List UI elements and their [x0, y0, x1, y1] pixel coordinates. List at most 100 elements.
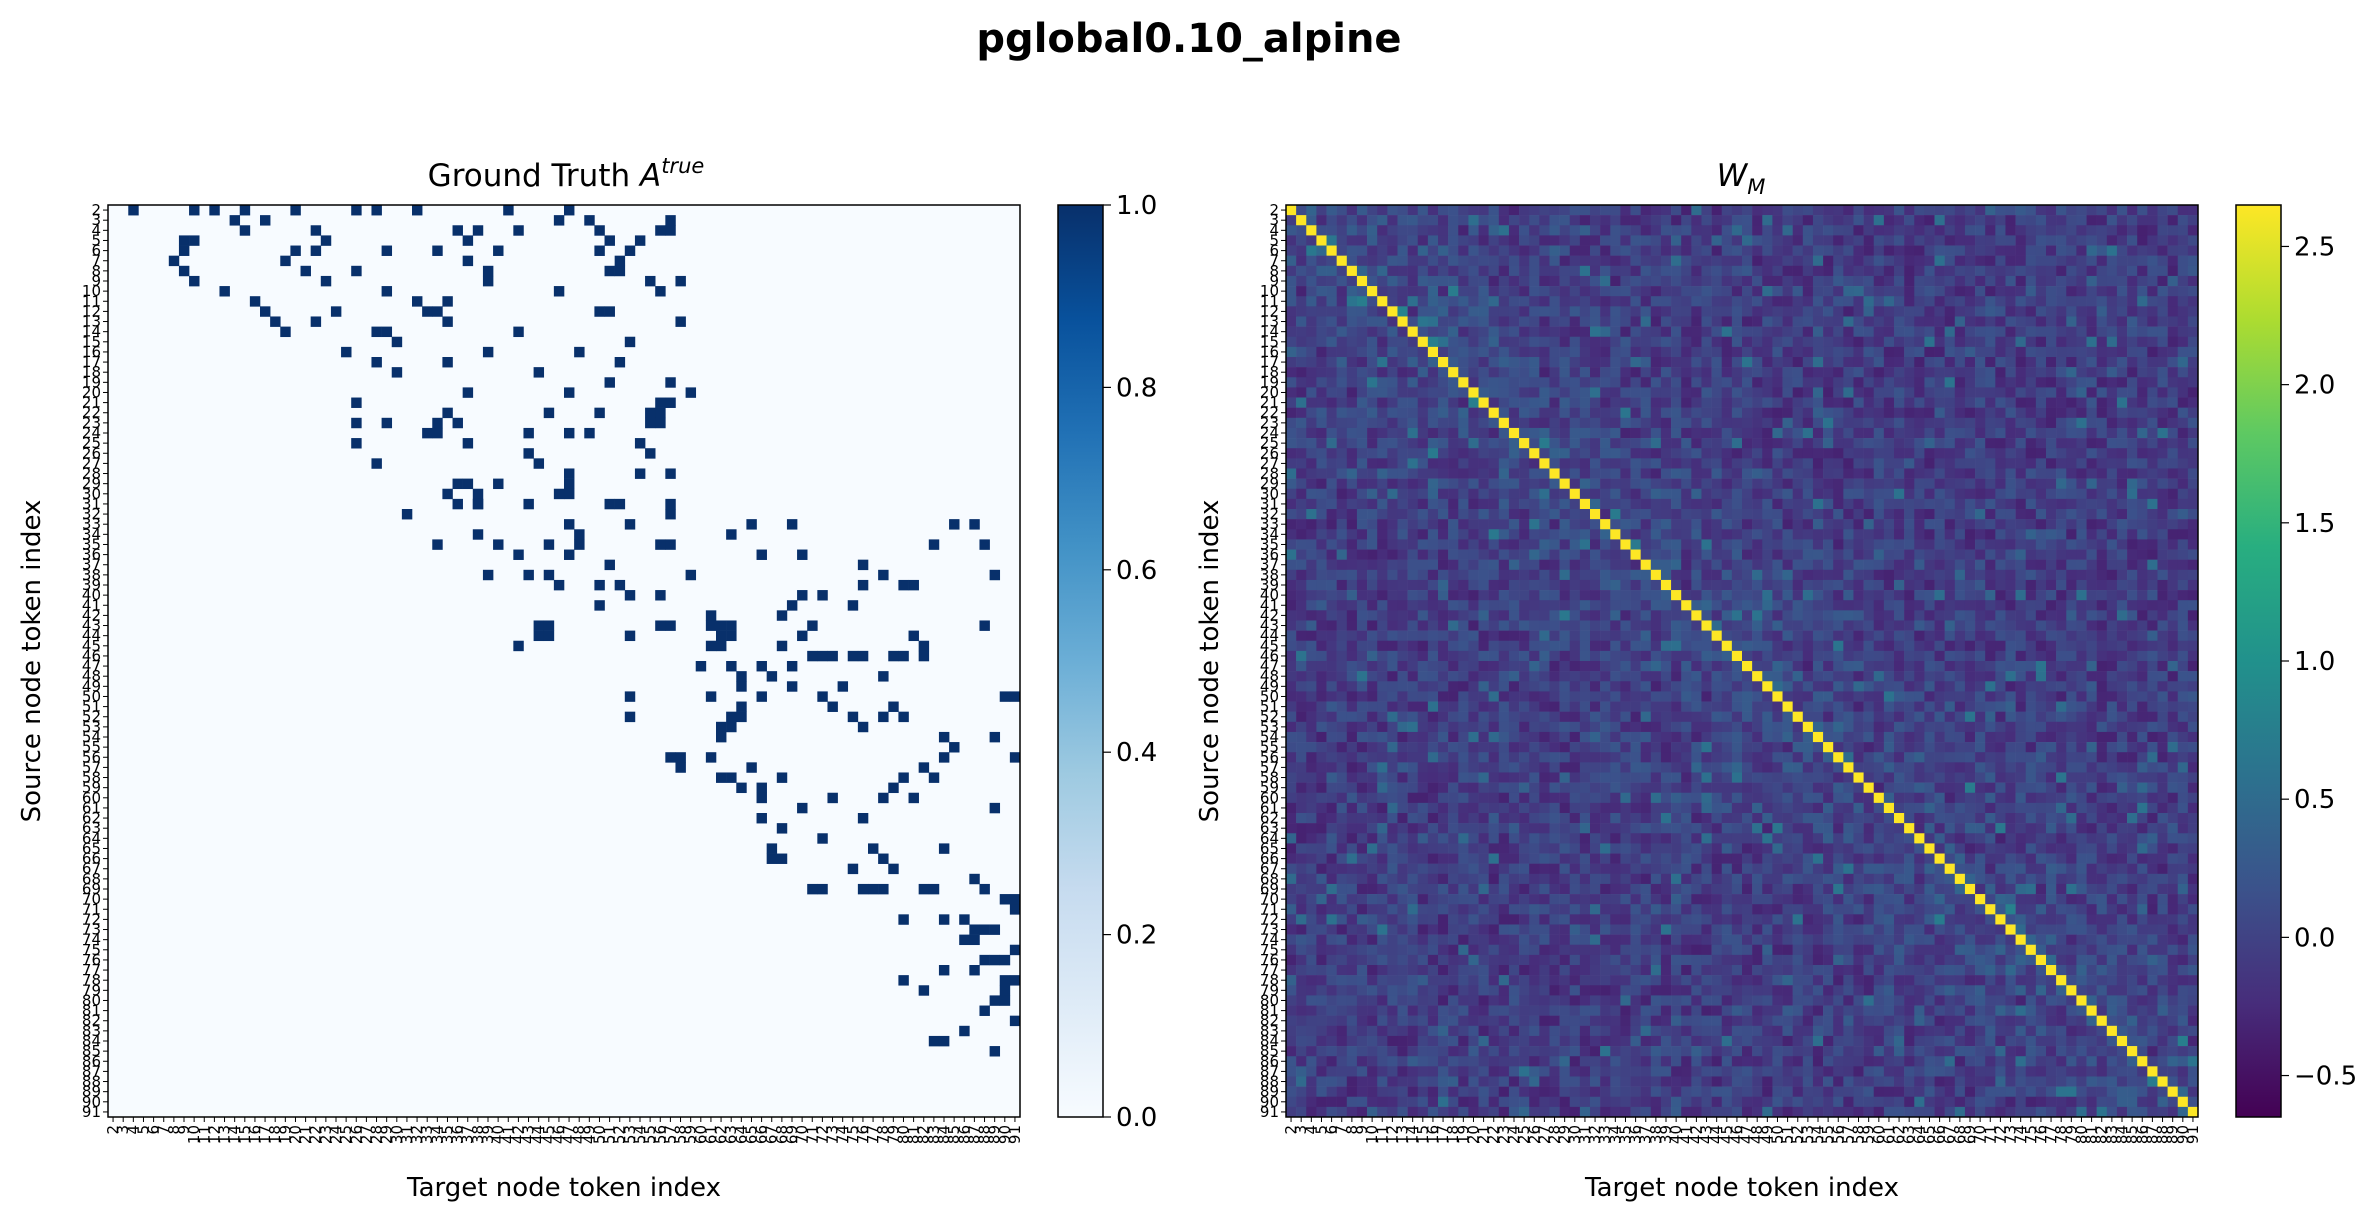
- heatmap-cell: [1792, 478, 1804, 490]
- heatmap-cell: [1853, 296, 1864, 307]
- heatmap-cell: [1316, 650, 1327, 662]
- heatmap-cell: [1529, 569, 1540, 581]
- heatmap-cell: [1650, 316, 1662, 327]
- heatmap-cell: [645, 448, 656, 459]
- heatmap-cell: [1833, 620, 1844, 631]
- heatmap-cell: [2157, 336, 2168, 348]
- heatmap-cell: [817, 590, 828, 601]
- heatmap-cell: [1630, 286, 1641, 297]
- heatmap-cell: [1569, 579, 1581, 591]
- heatmap-cell: [1894, 235, 1905, 246]
- heatmap-cell: [1731, 620, 1743, 631]
- heatmap-cell: [1397, 336, 1408, 348]
- heatmap-cell: [270, 316, 281, 327]
- heatmap-cell: [1286, 620, 1297, 631]
- heatmap-cell: [1306, 438, 1317, 449]
- heatmap-cell: [2056, 316, 2067, 327]
- y-tick-label: 85: [82, 1042, 101, 1060]
- heatmap-cell: [1387, 367, 1398, 378]
- heatmap-cell: [1640, 529, 1652, 540]
- heatmap-cell: [1640, 255, 1652, 267]
- heatmap-cell: [1701, 336, 1712, 348]
- heatmap-cell: [2005, 590, 2016, 601]
- heatmap-cell: [564, 488, 575, 500]
- heatmap-cell: [1367, 620, 1378, 631]
- heatmap-cell: [1610, 671, 1621, 682]
- heatmap-cell: [1954, 336, 1966, 348]
- heatmap-cell: [2035, 357, 2047, 368]
- heatmap-cell: [1356, 539, 1368, 550]
- heatmap-cell: [1975, 458, 1986, 469]
- heatmap-cell: [1407, 488, 1419, 500]
- heatmap-cell: [1336, 438, 1348, 449]
- heatmap-cell: [1975, 610, 1986, 621]
- heatmap-cell: [1883, 357, 1895, 368]
- heatmap-cell: [1812, 610, 1824, 621]
- heatmap-cell: [1387, 661, 1398, 672]
- heatmap-cell: [2015, 448, 2027, 459]
- heatmap-cell: [1650, 215, 1662, 226]
- heatmap-cell: [2187, 377, 2199, 388]
- heatmap-cell: [1711, 630, 1723, 642]
- heatmap-cell: [2035, 407, 2047, 419]
- heatmap-cell: [1306, 367, 1317, 378]
- heatmap-cell: [2015, 205, 2027, 216]
- heatmap-cell: [1346, 397, 1358, 408]
- heatmap-cell: [1752, 458, 1763, 469]
- heatmap-cell: [2177, 448, 2189, 459]
- heatmap-cell: [1863, 286, 1875, 297]
- heatmap-cell: [2137, 326, 2148, 338]
- heatmap-cell: [624, 519, 636, 530]
- heatmap-cell: [1772, 559, 1783, 571]
- heatmap-cell: [1508, 458, 1520, 469]
- heatmap-cell: [2056, 407, 2067, 419]
- heatmap-cell: [1742, 488, 1753, 500]
- heatmap-cell: [1579, 346, 1591, 358]
- heatmap-cell: [1569, 286, 1581, 297]
- heatmap-cell: [1812, 600, 1824, 611]
- heatmap-cell: [1995, 367, 2006, 378]
- heatmap-cell: [2086, 600, 2097, 611]
- heatmap-cell: [1529, 438, 1540, 449]
- heatmap-cell: [1883, 509, 1895, 520]
- heatmap-cell: [1772, 417, 1783, 429]
- heatmap-cell: [1964, 377, 1976, 388]
- heatmap-cell: [1346, 661, 1358, 672]
- heatmap-cell: [1833, 498, 1844, 510]
- heatmap-cell: [655, 286, 666, 297]
- heatmap-cell: [1752, 630, 1763, 642]
- heatmap-cell: [1610, 620, 1621, 631]
- heatmap-cell: [746, 762, 757, 773]
- heatmap-cell: [1549, 265, 1560, 277]
- heatmap-cell: [482, 275, 494, 287]
- heatmap-cell: [1934, 448, 1945, 459]
- heatmap-cell: [1488, 255, 1500, 267]
- heatmap-cell: [1995, 579, 2006, 591]
- heatmap-cell: [2096, 498, 2108, 510]
- heatmap-cell: [1782, 549, 1793, 560]
- heatmap-cell: [1833, 590, 1844, 601]
- y-tick-label: 56: [82, 748, 101, 766]
- heatmap-cell: [1387, 458, 1398, 469]
- heatmap-cell: [1296, 650, 1307, 662]
- heatmap-cell: [1812, 367, 1824, 378]
- heatmap-cell: [1812, 458, 1824, 469]
- heatmap-cell: [2187, 509, 2199, 520]
- heatmap-cell: [1529, 336, 1540, 348]
- colorbar-tick-label: 0.2: [1116, 921, 1157, 951]
- heatmap-cell: [1610, 316, 1621, 327]
- heatmap-cell: [1894, 498, 1905, 510]
- heatmap-cell: [1782, 559, 1793, 571]
- heatmap-cell: [1711, 296, 1723, 307]
- heatmap-cell: [1488, 357, 1500, 368]
- heatmap-cell: [1772, 286, 1783, 297]
- heatmap-cell: [1468, 468, 1479, 479]
- heatmap-cell: [2076, 336, 2087, 348]
- heatmap-cell: [1488, 296, 1500, 307]
- heatmap-cell: [1782, 377, 1793, 388]
- heatmap-cell: [1326, 286, 1337, 297]
- heatmap-cell: [2147, 488, 2158, 500]
- heatmap-cell: [1721, 539, 1733, 550]
- colorbar-tick-label: 0.8: [1116, 373, 1157, 403]
- heatmap-cell: [1488, 498, 1500, 510]
